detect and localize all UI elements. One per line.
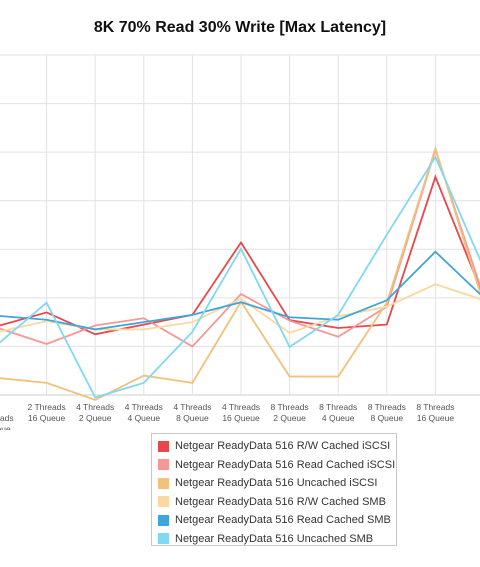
x-tick-label: 16 Queue xyxy=(222,413,260,423)
legend-item[interactable]: Netgear ReadyData 516 R/W Cached SMB xyxy=(158,493,390,512)
legend-swatch xyxy=(158,496,169,508)
x-tick-label: 4 Queue xyxy=(127,413,160,423)
x-tick-label: 8 Queue xyxy=(176,413,209,423)
legend-label: Netgear ReadyData 516 Uncached SMB xyxy=(175,532,374,545)
x-tick-label: Threads xyxy=(0,413,14,423)
x-tick-label: 16 Queue xyxy=(28,413,66,423)
legend: Netgear ReadyData 516 R/W Cached iSCSI Ne… xyxy=(151,433,397,546)
legend-item[interactable]: Netgear ReadyData 516 R/W Cached iSCSI xyxy=(158,437,390,456)
x-tick-label: 4 Threads xyxy=(173,402,211,412)
x-tick-label: 8 Threads xyxy=(368,402,406,412)
series-line-6 xyxy=(0,155,480,399)
x-tick-label: 4 Threads xyxy=(125,402,163,412)
legend-label: Netgear ReadyData 516 Uncached iSCSI xyxy=(175,477,378,490)
legend-swatch xyxy=(158,440,169,452)
series-lines xyxy=(0,145,480,401)
legend-label: Netgear ReadyData 516 R/W Cached SMB xyxy=(175,495,386,508)
series-line-2 xyxy=(0,146,480,348)
x-tick-label: 2 Threads xyxy=(28,402,66,412)
legend-item[interactable]: Netgear ReadyData 516 Read Cached SMB xyxy=(158,511,391,530)
legend-label: Netgear ReadyData 516 R/W Cached iSCSI xyxy=(175,440,391,453)
x-tick-label: 4 Threads xyxy=(222,402,260,412)
legend-swatch xyxy=(158,533,169,545)
x-tick-label: 8 Queue xyxy=(370,413,403,423)
x-tick-label: 8 Threads xyxy=(416,402,454,412)
legend-item[interactable]: Netgear ReadyData 516 Read Cached iSCSI xyxy=(158,456,395,475)
x-tick-label: 8 Threads xyxy=(271,402,309,412)
x-tick-label: 4 Queue xyxy=(322,413,355,423)
x-tick-label: 2 Queue xyxy=(273,413,306,423)
legend-item[interactable]: Netgear ReadyData 516 Uncached SMB xyxy=(158,530,390,549)
legend-swatch xyxy=(158,477,169,489)
series-line-3 xyxy=(0,145,480,401)
x-tick-label: 4 Threads xyxy=(76,402,114,412)
gridlines xyxy=(0,54,480,396)
legend-label: Netgear ReadyData 516 Read Cached SMB xyxy=(175,514,391,527)
legend-label: Netgear ReadyData 516 Read Cached iSCSI xyxy=(175,458,396,471)
x-tick-label: 8 Threads xyxy=(319,402,357,412)
chart-title: 8K 70% Read 30% Write [Max Latency] xyxy=(93,19,387,36)
x-tick-label: Queue xyxy=(0,424,11,430)
series-line-5 xyxy=(0,250,480,331)
x-tick-label: 16 Queue xyxy=(417,413,455,423)
legend-swatch xyxy=(158,514,169,526)
legend-swatch xyxy=(158,459,169,471)
legend-item[interactable]: Netgear ReadyData 516 Uncached iSCSI xyxy=(158,474,390,493)
x-tick-label: 2 Queue xyxy=(79,413,112,423)
